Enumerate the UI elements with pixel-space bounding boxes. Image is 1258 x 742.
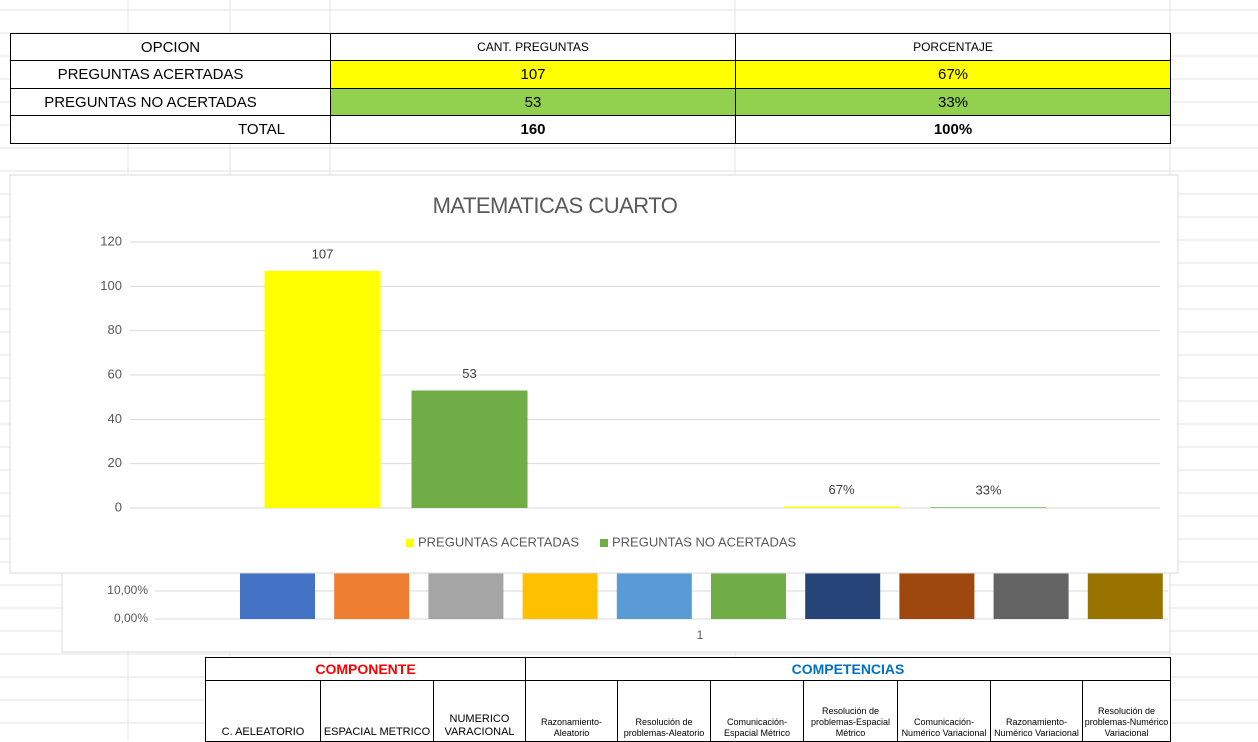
y-tick-label: 40 [108, 411, 122, 426]
y-tick-label: 60 [108, 366, 122, 381]
legend-label: PREGUNTAS ACERTADAS [418, 534, 579, 549]
data-label: 67% [828, 482, 854, 497]
y-tick-label: 20 [108, 455, 122, 470]
chart-area [9, 174, 1179, 574]
table-cell: Razonamiento-Aleatorio [525, 680, 618, 742]
bar [411, 390, 528, 508]
y-tick-label: 0,00% [114, 611, 148, 625]
bar [783, 506, 900, 508]
data-label: 33% [975, 483, 1001, 498]
table-cell: PREGUNTAS ACERTADAS [10, 60, 331, 89]
table-cell: 33% [735, 88, 1171, 116]
chart-title: MATEMATICAS CUARTO [433, 193, 678, 218]
table-cell: Resolución de problemas-Aleatorio [617, 680, 711, 742]
y-tick-label: 80 [108, 322, 122, 337]
table-cell: CANT. PREGUNTAS [330, 33, 736, 61]
y-tick-label: 100 [100, 278, 122, 293]
table-cell: 107 [330, 60, 736, 89]
table-cell: 100% [735, 115, 1171, 144]
y-tick-label: 10,00% [107, 583, 148, 597]
bar [264, 270, 381, 508]
table-cell: 53 [330, 88, 736, 116]
table-cell: Comunicación-Espacial Métrico [710, 680, 804, 742]
table-cell: PORCENTAJE [735, 33, 1171, 61]
legend-label: PREGUNTAS NO ACERTADAS [612, 534, 797, 549]
y-tick-label: 120 [100, 233, 122, 248]
table-cell: Resolución de problemas-Espacial Métrico [803, 680, 898, 742]
legend-swatch [406, 539, 414, 547]
table-header: COMPONENTE [205, 657, 526, 681]
legend-swatch [600, 539, 608, 547]
table-cell: Razonamiento-Numérico Variacional [990, 680, 1083, 742]
table-header: COMPETENCIAS [525, 657, 1171, 681]
table-cell: C. AELEATORIO [205, 680, 321, 742]
table-cell: 67% [735, 60, 1171, 89]
table-cell: Comunicación-Numérico Variacional [897, 680, 991, 742]
x-tick-label: 1 [697, 628, 704, 642]
table-cell: TOTAL [10, 115, 331, 144]
bar [930, 507, 1047, 508]
table-cell: ESPACIAL METRICO [320, 680, 434, 742]
y-tick-label: 0 [115, 499, 122, 514]
table-cell: 160 [330, 115, 736, 144]
table-cell: Resolución de problemas-Numérico Variaci… [1082, 680, 1171, 742]
table-cell: OPCION [10, 33, 331, 61]
data-label: 53 [462, 366, 476, 381]
data-label: 107 [312, 246, 334, 261]
table-cell: PREGUNTAS NO ACERTADAS [10, 88, 331, 116]
table-cell: NUMERICO VARACIONAL [433, 680, 526, 742]
